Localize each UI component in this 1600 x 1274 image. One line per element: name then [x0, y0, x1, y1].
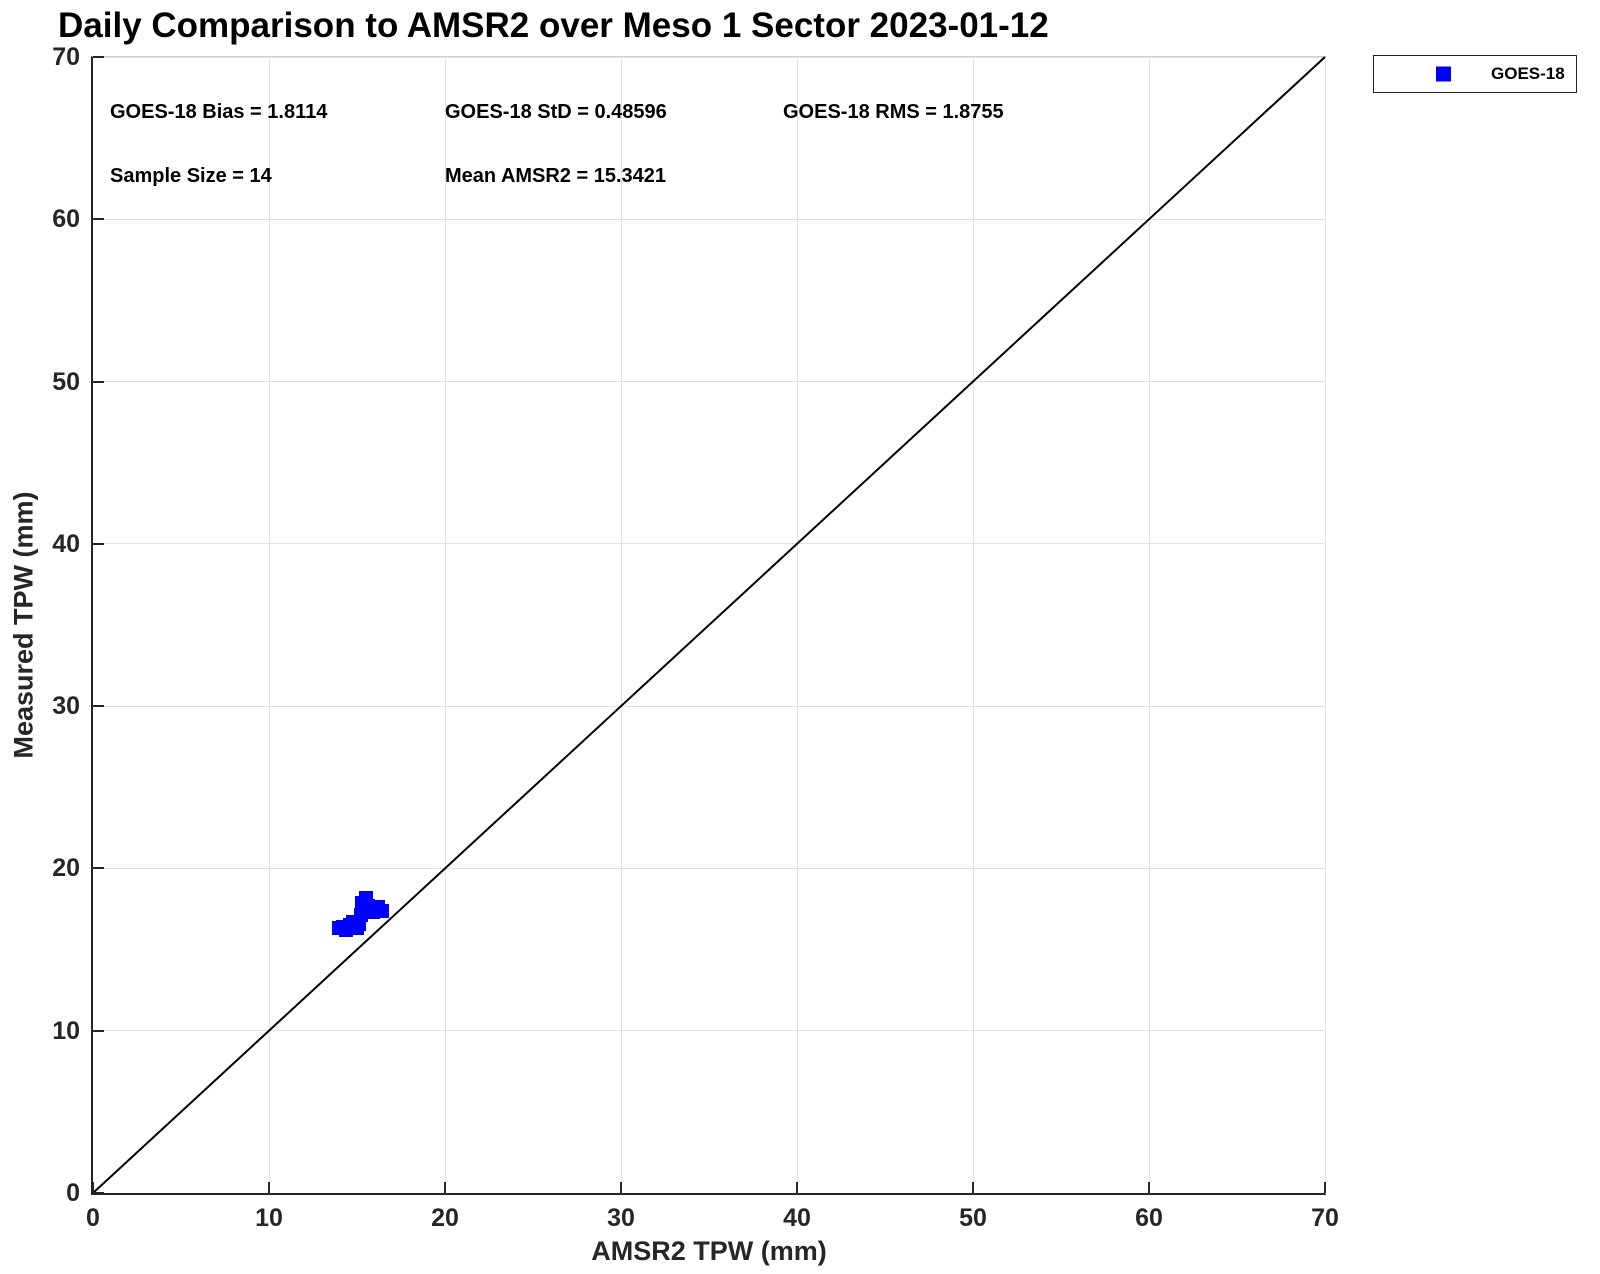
y-tick-mark — [93, 56, 104, 58]
y-axis-label: Measured TPW (mm) — [8, 491, 39, 759]
grid-line-vertical — [796, 57, 798, 1193]
stat-std: GOES-18 StD = 0.48596 — [445, 101, 667, 123]
grid-line-vertical — [972, 57, 974, 1193]
y-tick-label: 30 — [52, 692, 80, 721]
y-tick-label: 10 — [52, 1016, 80, 1045]
x-tick-mark — [1148, 1182, 1150, 1193]
y-tick-mark — [93, 542, 104, 545]
x-tick-mark — [92, 1182, 94, 1193]
legend-square-marker-icon — [1436, 66, 1451, 82]
chart-title: Daily Comparison to AMSR2 over Meso 1 Se… — [58, 6, 1049, 45]
x-tick-label: 30 — [607, 1204, 635, 1232]
plot-area: GOES-18 Bias = 1.8114 GOES-18 StD = 0.48… — [91, 56, 1326, 1195]
x-tick-mark — [444, 1182, 446, 1193]
stat-sample-size: Sample Size = 14 — [110, 165, 272, 187]
grid-line-vertical — [444, 57, 446, 1193]
x-tick-label: 10 — [255, 1204, 283, 1232]
grid-line-vertical — [268, 57, 270, 1193]
y-tick-mark — [93, 705, 104, 708]
x-tick-mark — [1324, 1182, 1326, 1193]
y-tick-mark — [93, 218, 104, 221]
grid-line-horizontal — [93, 56, 1325, 58]
y-tick-label: 40 — [52, 529, 80, 558]
x-tick-label: 0 — [86, 1204, 100, 1232]
y-tick-mark — [93, 1192, 104, 1194]
x-tick-mark — [620, 1182, 622, 1193]
x-tick-label: 70 — [1311, 1204, 1339, 1232]
legend-label: GOES-18 — [1491, 64, 1565, 83]
y-tick-label: 60 — [52, 205, 80, 234]
grid-line-horizontal — [93, 705, 1325, 707]
stat-bias: GOES-18 Bias = 1.8114 — [110, 101, 328, 123]
stat-rms: GOES-18 RMS = 1.8755 — [783, 101, 1004, 123]
y-tick-label: 20 — [52, 854, 80, 883]
x-tick-label: 40 — [783, 1204, 811, 1232]
x-tick-mark — [972, 1182, 974, 1193]
y-tick-label: 50 — [52, 367, 80, 396]
x-tick-label: 60 — [1135, 1204, 1163, 1232]
y-tick-mark — [93, 1029, 104, 1032]
grid-line-vertical — [1148, 57, 1150, 1193]
x-tick-mark — [796, 1182, 798, 1193]
grid-line-vertical — [620, 57, 622, 1193]
x-tick-mark — [268, 1182, 270, 1193]
stat-mean-amsr2: Mean AMSR2 = 15.3421 — [445, 165, 667, 187]
data-point-goes-18 — [374, 903, 389, 918]
x-tick-label: 50 — [959, 1204, 987, 1232]
y-tick-mark — [93, 867, 104, 870]
y-tick-label: 70 — [52, 43, 80, 71]
x-tick-label: 20 — [431, 1204, 459, 1232]
grid-line-horizontal — [93, 867, 1325, 869]
grid-line-horizontal — [93, 381, 1325, 383]
y-tick-label: 0 — [66, 1179, 80, 1207]
grid-line-vertical — [1324, 57, 1326, 1193]
x-axis-label: AMSR2 TPW (mm) — [591, 1236, 827, 1266]
legend-box: GOES-18 — [1373, 55, 1577, 93]
grid-line-horizontal — [93, 543, 1325, 545]
one-to-one-reference-line — [92, 56, 1326, 1194]
grid-line-horizontal — [93, 1030, 1325, 1032]
y-tick-mark — [93, 380, 104, 383]
grid-line-horizontal — [93, 218, 1325, 220]
